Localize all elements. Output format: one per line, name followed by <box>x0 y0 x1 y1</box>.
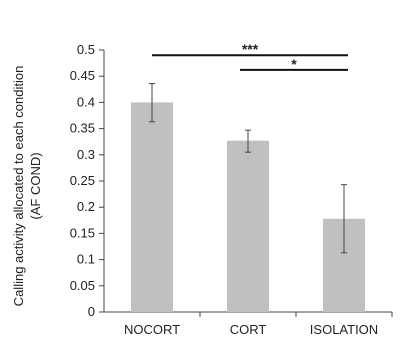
x-tick-label: NOCORT <box>124 322 180 337</box>
bar-cort <box>227 140 269 312</box>
y-tick-label: 0.1 <box>77 252 95 267</box>
axes: 0 0.05 0.1 0.15 0.2 0.25 0.3 0.35 0.4 0.45 0.5 NOCO… <box>70 42 393 337</box>
y-axis-label-line-1: Calling activity allocated to each condi… <box>11 66 26 307</box>
y-tick-label: 0.15 <box>70 225 95 240</box>
y-tick-label: 0.25 <box>70 173 95 188</box>
significance-label: * <box>291 56 297 72</box>
y-tick-label: 0.3 <box>77 147 95 162</box>
y-axis-label: Calling activity allocated to each condi… <box>11 66 43 307</box>
y-tick-label: 0.05 <box>70 278 95 293</box>
y-tick-label: 0 <box>88 304 95 319</box>
error-bars <box>149 83 347 254</box>
y-tick-label: 0.5 <box>77 42 95 57</box>
significance-label: *** <box>242 41 259 57</box>
y-tick-label: 0.4 <box>77 94 95 109</box>
x-tick-label: ISOLATION <box>310 322 378 337</box>
y-tick-label: 0.45 <box>70 68 95 83</box>
significance-markers: **** <box>152 41 348 72</box>
x-tick-label: CORT <box>230 322 267 337</box>
bar-nocort <box>131 102 173 313</box>
y-axis-label-line-2: (AF COND) <box>28 152 43 219</box>
bars <box>131 102 365 313</box>
y-tick-label: 0.2 <box>77 199 95 214</box>
y-tick-label: 0.35 <box>70 121 95 136</box>
